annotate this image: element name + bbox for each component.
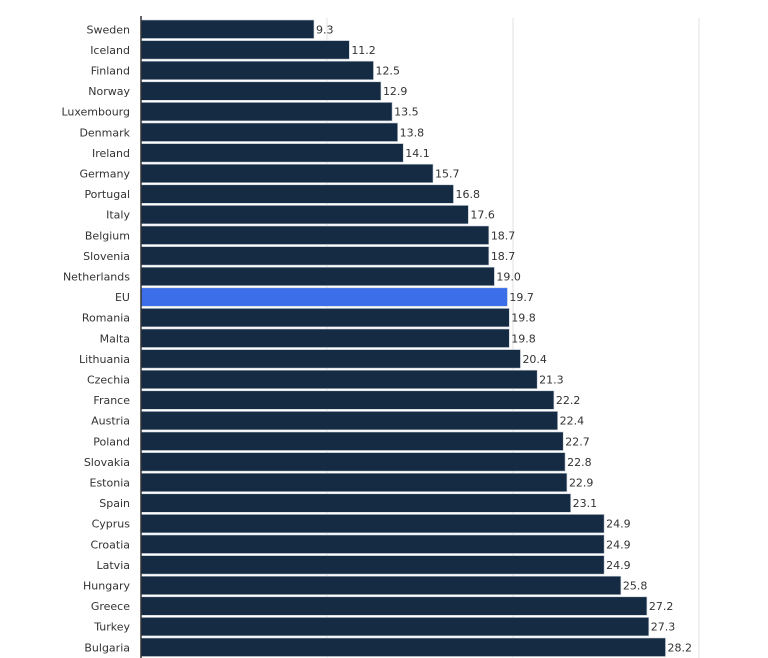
category-label: Malta xyxy=(100,332,130,345)
category-label: Slovenia xyxy=(83,250,130,263)
bar-norway xyxy=(140,81,382,101)
bar-czechia xyxy=(140,369,538,390)
category-label: Poland xyxy=(93,435,130,448)
value-label: 22.7 xyxy=(565,435,590,448)
value-label: 17.6 xyxy=(470,209,495,222)
value-label: 19.8 xyxy=(511,312,536,325)
value-label: 12.9 xyxy=(383,85,408,98)
bar-hungary xyxy=(140,575,622,596)
bar-italy xyxy=(140,205,469,225)
value-label: 19.0 xyxy=(496,270,521,283)
bar-austria xyxy=(140,411,558,431)
bar-germany xyxy=(140,163,434,183)
value-label: 13.8 xyxy=(400,126,425,139)
category-label: Italy xyxy=(106,209,130,222)
bar-luxembourg xyxy=(140,102,393,122)
bar-france xyxy=(140,390,555,410)
bar-finland xyxy=(140,60,374,81)
bar-iceland xyxy=(140,40,350,60)
category-label: Estonia xyxy=(90,476,131,489)
category-label: Norway xyxy=(88,85,130,98)
category-label: Germany xyxy=(79,167,130,180)
category-label: Turkey xyxy=(93,621,130,634)
bar-poland xyxy=(140,431,564,451)
category-label: Cyprus xyxy=(92,518,131,531)
category-label: Hungary xyxy=(83,579,130,592)
bar-slovakia xyxy=(140,452,566,472)
category-label: Ireland xyxy=(92,147,130,160)
bar-latvia xyxy=(140,555,605,575)
value-label: 22.4 xyxy=(560,415,585,428)
value-label: 14.1 xyxy=(405,147,430,160)
bar-ireland xyxy=(140,143,404,163)
value-label: 11.2 xyxy=(351,44,376,57)
value-label: 9.3 xyxy=(316,23,334,36)
bar-malta xyxy=(140,328,510,348)
category-label: Denmark xyxy=(79,126,130,139)
value-label: 19.8 xyxy=(511,332,536,345)
category-label: Bulgaria xyxy=(84,641,130,654)
category-label: Netherlands xyxy=(63,270,130,283)
category-label: Belgium xyxy=(85,229,130,242)
value-label: 27.2 xyxy=(649,600,674,613)
value-label: 24.9 xyxy=(606,518,631,531)
category-label: Luxembourg xyxy=(61,106,130,119)
value-label: 19.7 xyxy=(509,291,534,304)
value-label: 27.3 xyxy=(651,621,676,634)
category-label: Czechia xyxy=(87,373,130,386)
value-label: 22.9 xyxy=(569,476,594,489)
category-label: Croatia xyxy=(90,538,130,551)
value-label: 18.7 xyxy=(491,250,516,263)
category-label: Austria xyxy=(91,415,130,428)
bar-romania xyxy=(140,308,510,328)
bar-sweden xyxy=(140,19,315,39)
value-label: 18.7 xyxy=(491,229,516,242)
category-label: Slovakia xyxy=(84,456,130,469)
value-label: 21.3 xyxy=(539,373,564,386)
bar-lithuania xyxy=(140,349,521,369)
bar-croatia xyxy=(140,534,605,554)
category-label: Portugal xyxy=(84,188,130,201)
bar-greece xyxy=(140,596,648,616)
value-label: 23.1 xyxy=(573,497,598,510)
value-label: 13.5 xyxy=(394,106,419,119)
category-label: France xyxy=(93,394,130,407)
value-label: 28.2 xyxy=(668,641,693,654)
value-label: 12.5 xyxy=(376,64,401,77)
value-label: 25.8 xyxy=(623,579,648,592)
bar-netherlands xyxy=(140,266,495,287)
category-label: EU xyxy=(115,291,130,304)
value-label: 15.7 xyxy=(435,167,460,180)
bar-slovenia xyxy=(140,246,490,266)
bar-cyprus xyxy=(140,514,605,534)
category-label: Latvia xyxy=(97,559,131,572)
category-label: Finland xyxy=(91,64,130,77)
category-label: Sweden xyxy=(87,23,130,36)
bar-estonia xyxy=(140,472,568,493)
category-label: Romania xyxy=(82,312,130,325)
bar-portugal xyxy=(140,184,454,204)
value-label: 20.4 xyxy=(522,353,547,366)
category-label: Iceland xyxy=(90,44,130,57)
value-label: 22.2 xyxy=(556,394,581,407)
value-label: 24.9 xyxy=(606,538,631,551)
category-label: Spain xyxy=(99,497,130,510)
bar-eu xyxy=(140,287,508,307)
value-label: 16.8 xyxy=(455,188,480,201)
value-label: 22.8 xyxy=(567,456,592,469)
category-label: Lithuania xyxy=(79,353,130,366)
category-label: Greece xyxy=(91,600,130,613)
bar-bulgaria xyxy=(140,637,666,657)
bar-turkey xyxy=(140,617,650,637)
bar-spain xyxy=(140,493,571,513)
value-label: 24.9 xyxy=(606,559,631,572)
bar-denmark xyxy=(140,122,398,142)
bar-belgium xyxy=(140,225,490,245)
